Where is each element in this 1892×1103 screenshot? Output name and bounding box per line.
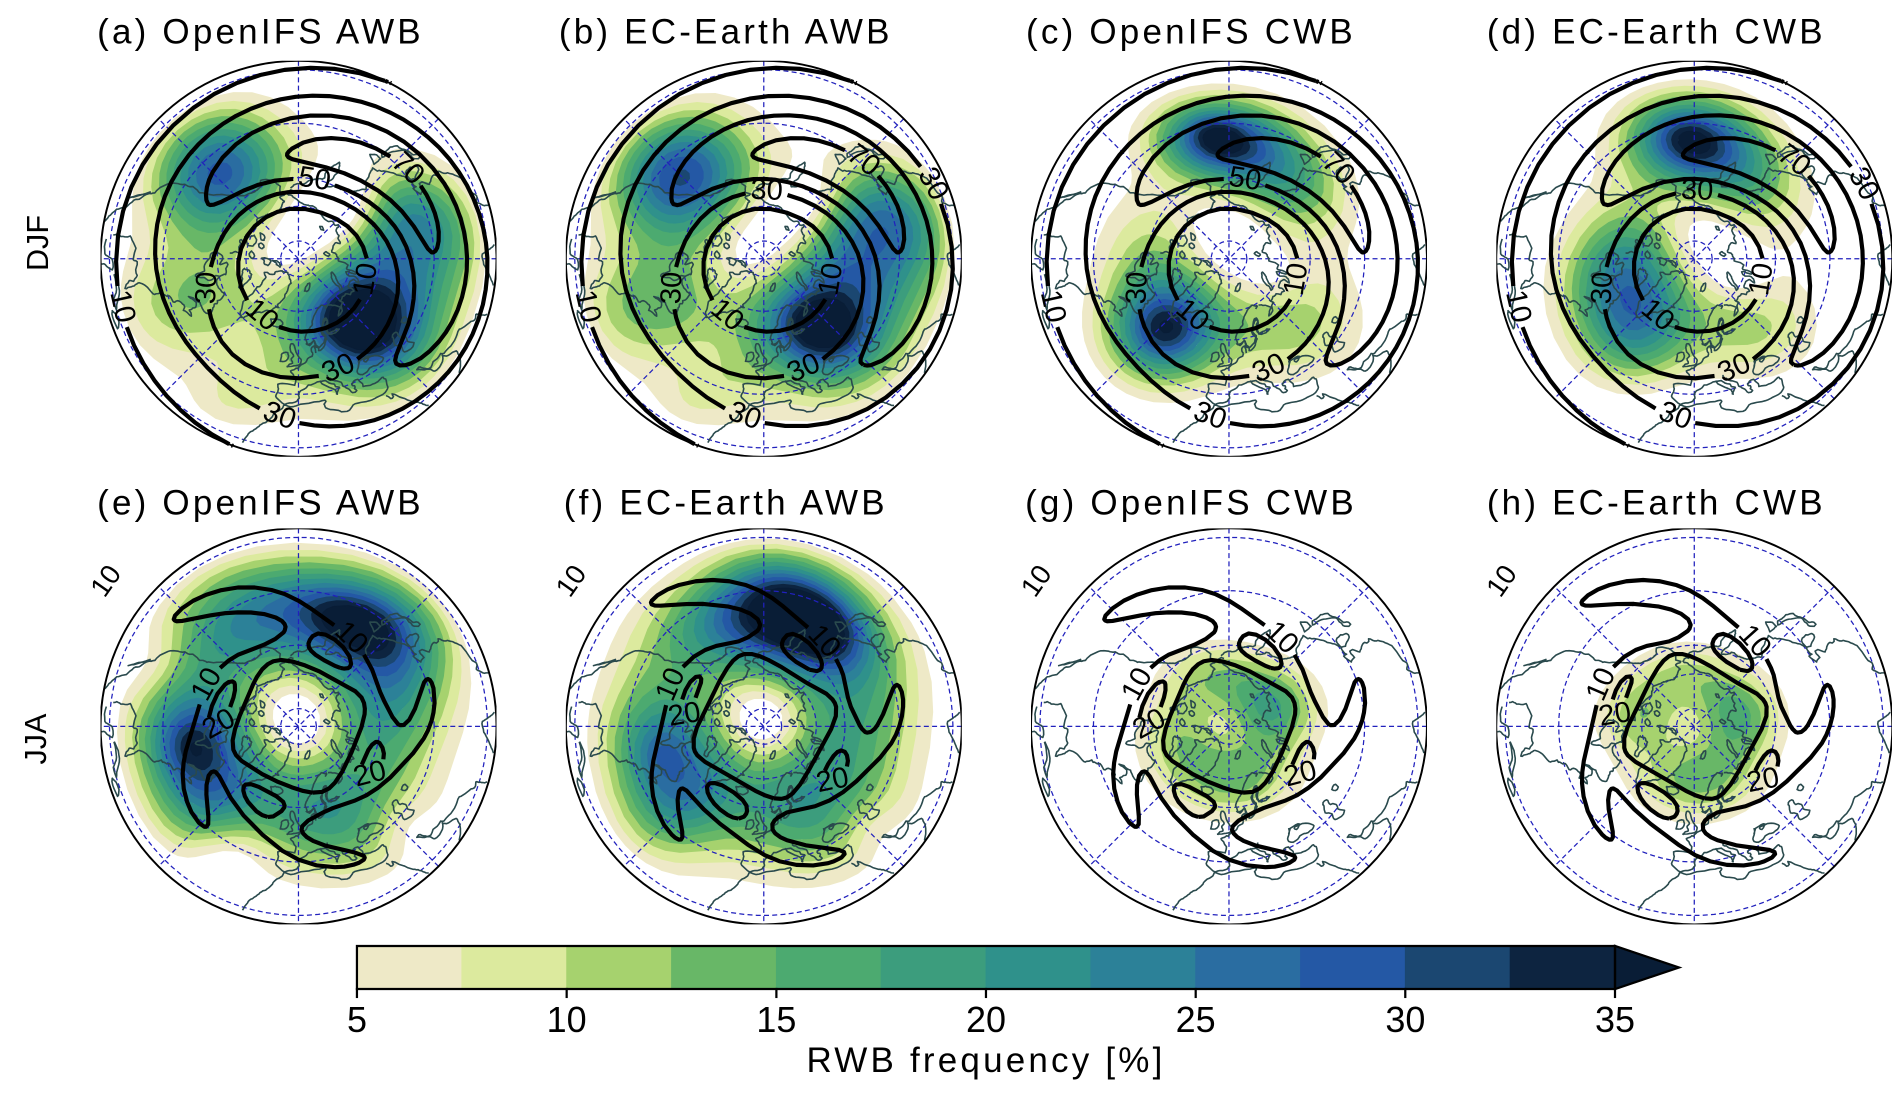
svg-text:(g) OpenIFS CWB: (g) OpenIFS CWB: [1025, 484, 1357, 523]
svg-text:20: 20: [813, 761, 851, 799]
svg-text:20: 20: [1281, 754, 1320, 793]
svg-text:(h) EC-Earth CWB: (h) EC-Earth CWB: [1487, 484, 1826, 523]
svg-text:50: 50: [1227, 161, 1264, 198]
svg-text:(f) EC-Earth AWB: (f) EC-Earth AWB: [564, 484, 888, 523]
svg-text:20: 20: [666, 696, 703, 733]
svg-text:(a) OpenIFS AWB: (a) OpenIFS AWB: [97, 13, 424, 52]
svg-text:35: 35: [1595, 999, 1635, 1040]
svg-text:20: 20: [1744, 761, 1782, 799]
svg-text:20: 20: [1596, 696, 1633, 733]
svg-text:15: 15: [756, 999, 796, 1040]
svg-text:30: 30: [1120, 271, 1153, 305]
svg-text:30: 30: [190, 271, 223, 305]
svg-text:30: 30: [1385, 999, 1425, 1040]
svg-text:10: 10: [1034, 287, 1072, 326]
svg-text:10: 10: [1743, 261, 1780, 298]
svg-text:20: 20: [350, 754, 389, 793]
svg-text:10: 10: [1499, 287, 1537, 326]
svg-text:10: 10: [547, 999, 587, 1040]
svg-text:(c) OpenIFS CWB: (c) OpenIFS CWB: [1026, 13, 1356, 52]
svg-text:30: 30: [1586, 271, 1619, 305]
svg-text:10: 10: [347, 261, 384, 298]
svg-text:5: 5: [347, 999, 367, 1040]
svg-text:(b) EC-Earth AWB: (b) EC-Earth AWB: [559, 13, 893, 52]
svg-text:RWB frequency [%]: RWB frequency [%]: [806, 1041, 1165, 1080]
svg-text:10: 10: [569, 287, 607, 326]
svg-text:DJF: DJF: [21, 215, 55, 271]
svg-text:30: 30: [750, 174, 784, 207]
svg-text:30: 30: [1680, 174, 1714, 207]
svg-text:50: 50: [296, 161, 333, 198]
svg-text:(d) EC-Earth CWB: (d) EC-Earth CWB: [1487, 13, 1826, 52]
svg-text:10: 10: [103, 287, 141, 326]
svg-text:JJA: JJA: [19, 713, 53, 765]
svg-text:(e) OpenIFS AWB: (e) OpenIFS AWB: [97, 484, 424, 523]
svg-text:10: 10: [812, 261, 849, 298]
svg-text:30: 30: [655, 271, 688, 305]
svg-text:10: 10: [1278, 261, 1315, 298]
svg-text:25: 25: [1176, 999, 1216, 1040]
svg-text:20: 20: [966, 999, 1006, 1040]
